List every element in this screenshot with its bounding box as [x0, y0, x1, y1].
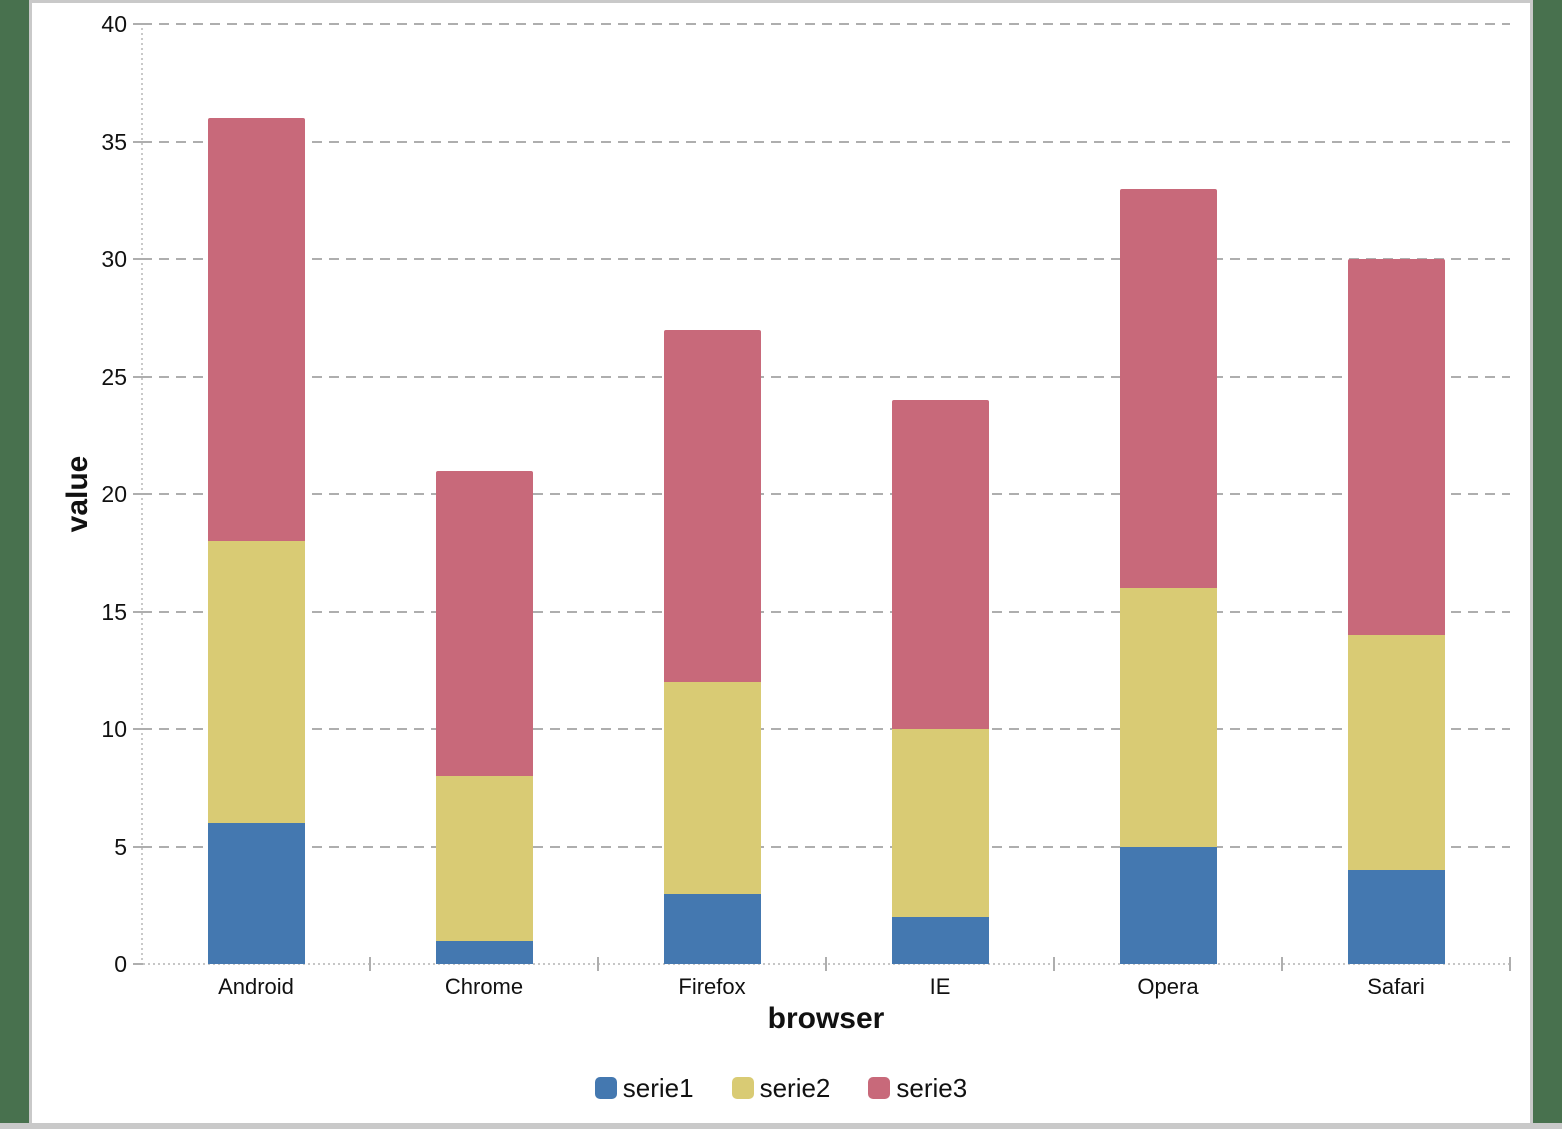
- y-axis-tick-label: 0: [114, 951, 127, 977]
- bar-segment-serie3-ie[interactable]: [891, 400, 989, 729]
- y-axis-tick-label: 30: [101, 246, 127, 272]
- bar-android: [207, 118, 305, 964]
- y-axis-tick-label: 5: [114, 833, 127, 860]
- bar-firefox: [663, 329, 761, 964]
- y-axis-tick-35: [133, 140, 143, 143]
- bar-segment-serie2-ie[interactable]: [891, 729, 989, 917]
- legend-swatch-serie1: [594, 1077, 617, 1099]
- y-axis-tick-10: [133, 728, 143, 730]
- y-axis-tick-label: 25: [101, 363, 127, 390]
- y-axis-tick-20: [133, 493, 143, 495]
- bar-segment-serie1-opera[interactable]: [1119, 846, 1217, 964]
- bar-segment-serie2-firefox[interactable]: [663, 682, 761, 894]
- gridline-35: [142, 140, 1510, 143]
- bar-segment-serie1-firefox[interactable]: [663, 893, 761, 964]
- y-axis-title: value: [61, 455, 94, 533]
- page-background-left-strip: [0, 0, 29, 1123]
- y-axis-tick-30: [133, 258, 143, 260]
- x-axis-category-label: Android: [218, 974, 294, 999]
- bar-chrome: [435, 470, 533, 964]
- x-axis-title: browser: [767, 1002, 885, 1035]
- x-axis-line: [133, 963, 1510, 965]
- bar-segment-serie3-opera[interactable]: [1119, 188, 1217, 588]
- y-axis-tick-15: [133, 610, 143, 613]
- panel-bottom-border: [0, 1123, 1562, 1129]
- gridline-10: [142, 728, 1510, 730]
- bar-segment-serie1-ie[interactable]: [891, 917, 989, 964]
- y-axis-tick-label: 35: [101, 128, 127, 155]
- gridline-25: [142, 375, 1510, 378]
- x-axis-tick: [825, 957, 827, 971]
- bar-segment-serie1-safari[interactable]: [1347, 870, 1445, 964]
- legend-label: serie2: [759, 1073, 831, 1103]
- x-axis-category-label: IE: [929, 974, 951, 999]
- bar-segment-serie2-safari[interactable]: [1347, 635, 1445, 870]
- y-axis-tick-40: [133, 23, 143, 25]
- legend-item-serie3[interactable]: serie3: [868, 1074, 967, 1102]
- gridline-5: [142, 845, 1510, 848]
- legend-item-serie2[interactable]: serie2: [731, 1073, 831, 1103]
- bar-segment-serie1-android[interactable]: [207, 823, 305, 964]
- gridline-40: [142, 23, 1510, 25]
- y-axis-tick-label: 15: [101, 598, 127, 625]
- gridline-20: [142, 493, 1510, 495]
- y-axis-tick-label: 20: [101, 481, 127, 507]
- legend-swatch-serie3: [868, 1077, 891, 1099]
- x-axis-tick: [1509, 957, 1511, 971]
- bar-segment-serie3-android[interactable]: [207, 118, 305, 541]
- bar-segment-serie2-chrome[interactable]: [435, 776, 533, 941]
- gridline-15: [142, 610, 1510, 613]
- bar-segment-serie2-opera[interactable]: [1119, 588, 1217, 847]
- y-axis-tick-5: [133, 845, 143, 848]
- legend-label: serie3: [896, 1073, 968, 1103]
- x-axis-category-label: Opera: [1137, 974, 1199, 999]
- x-axis-tick: [1053, 957, 1055, 971]
- bar-segment-serie2-android[interactable]: [207, 541, 305, 823]
- bar-opera: [1119, 188, 1217, 964]
- plot-area: [133, 23, 1511, 971]
- legend-swatch-serie2: [731, 1077, 754, 1099]
- x-axis-tick: [369, 957, 371, 971]
- panel-right-border: [1530, 0, 1533, 1123]
- y-axis-tick-label: 40: [101, 11, 127, 37]
- x-axis-category-label: Safari: [1367, 974, 1425, 999]
- x-axis-tick: [1281, 957, 1283, 971]
- gridline-30: [142, 258, 1510, 260]
- x-axis-category-label: Chrome: [444, 974, 524, 999]
- legend: serie1 serie2 serie3: [32, 1074, 1530, 1102]
- bar-segment-serie3-chrome[interactable]: [435, 470, 533, 776]
- bar-segment-serie1-chrome[interactable]: [435, 940, 533, 964]
- y-axis-tick-0: [133, 963, 143, 965]
- panel-top-border: [29, 0, 1533, 3]
- y-axis-tick-label: 10: [101, 716, 127, 742]
- bar-safari: [1347, 259, 1445, 964]
- bar-ie: [891, 400, 989, 964]
- bar-segment-serie3-safari[interactable]: [1347, 259, 1445, 635]
- legend-label: serie1: [622, 1073, 694, 1103]
- legend-item-serie1[interactable]: serie1: [594, 1073, 694, 1103]
- x-axis-category-label: Firefox: [678, 974, 746, 999]
- bar-segment-serie3-firefox[interactable]: [663, 329, 761, 682]
- x-axis-tick: [597, 957, 599, 971]
- page-background-right-strip: [1533, 0, 1562, 1123]
- panel-left-border: [29, 0, 32, 1123]
- y-axis-tick-25: [133, 375, 143, 378]
